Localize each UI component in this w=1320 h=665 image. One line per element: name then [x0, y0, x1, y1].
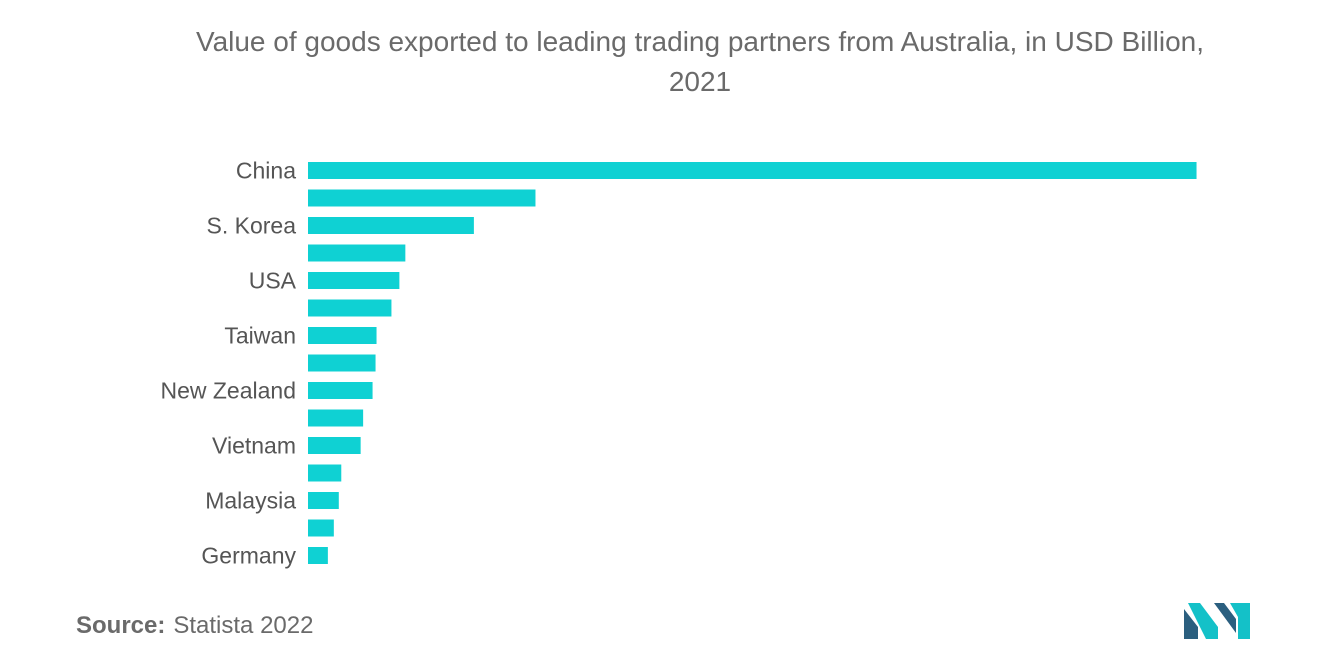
category-label-8: New Zealand	[160, 378, 296, 404]
category-label-12: Malaysia	[205, 488, 296, 514]
source-text: Statista 2022	[173, 612, 314, 639]
source-line: Source: Statista 2022	[76, 612, 313, 640]
category-labels: China S. Korea USA Taiwan New Zealand Vietnam…	[160, 158, 296, 569]
source-label: Source:	[76, 612, 166, 639]
bar-6	[308, 327, 377, 344]
bar-12	[308, 492, 339, 509]
bar-13	[308, 519, 334, 537]
bar-0	[308, 162, 1197, 179]
bar-9	[308, 409, 364, 427]
bar-14	[308, 547, 328, 564]
bar-4	[308, 272, 400, 289]
mordor-logo-icon	[1184, 603, 1250, 639]
category-label-10: Vietnam	[212, 433, 296, 459]
bar-1	[308, 189, 536, 207]
bars-group	[308, 162, 1197, 564]
bar-7	[308, 354, 376, 372]
bar-2	[308, 217, 474, 234]
bar-10	[308, 437, 361, 454]
bar-5	[308, 299, 392, 317]
chart-title: Value of goods exported to leading tradi…	[195, 26, 1205, 97]
bar-3	[308, 244, 406, 262]
category-label-4: USA	[249, 268, 297, 294]
category-label-0: China	[236, 158, 296, 184]
category-label-2: S. Korea	[207, 213, 297, 239]
category-label-14: Germany	[201, 543, 296, 569]
category-label-6: Taiwan	[224, 323, 296, 349]
bar-8	[308, 382, 373, 399]
bar-11	[308, 464, 342, 482]
